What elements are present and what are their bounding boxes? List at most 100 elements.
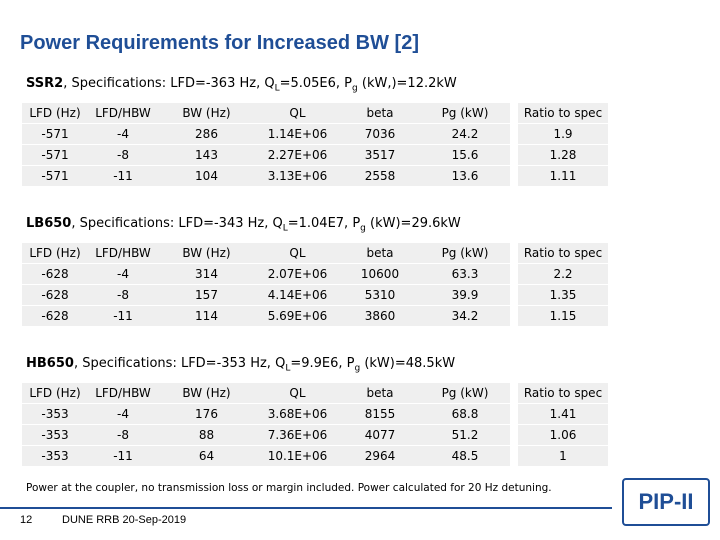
header-cell: beta: [340, 243, 420, 263]
table-cell: 3517: [340, 145, 420, 165]
table-cell: 1.15: [510, 306, 608, 326]
table-cell: 104: [158, 166, 255, 186]
table-cell: -571: [22, 166, 88, 186]
table-cell: -628: [22, 285, 88, 305]
header-cell: Pg (kW): [420, 383, 510, 403]
heading-text: =1.04E7, P: [287, 216, 361, 231]
table-cell: 3.68E+06: [255, 404, 340, 424]
table-cell: 64: [158, 446, 255, 466]
header-cell: LFD/HBW: [88, 103, 158, 123]
subscript: L: [282, 223, 288, 234]
table-cell: 7036: [340, 124, 420, 144]
header-cell: LFD (Hz): [22, 243, 88, 263]
section-heading: SSR2, Specifications: LFD=-363 Hz, QL=5.…: [26, 76, 457, 94]
section-heading: HB650, Specifications: LFD=-353 Hz, QL=9…: [26, 356, 455, 374]
subscript: g: [354, 363, 361, 374]
header-cell: Ratio to spec: [510, 383, 608, 403]
header-cell: Pg (kW): [420, 243, 510, 263]
header-cell: LFD (Hz): [22, 383, 88, 403]
header-row: LFD (Hz) LFD/HBW BW (Hz) QL beta Pg (kW) Ratio…: [22, 103, 608, 123]
table-cell: -571: [22, 124, 88, 144]
section-name: HB650: [26, 356, 74, 371]
table-row: -628 -8 157 4.14E+06 5310 39.9 1.35: [22, 285, 608, 305]
slide-title: Power Requirements for Increased BW [2]: [20, 32, 419, 54]
table-cell: 13.6: [420, 166, 510, 186]
heading-text: , Specifications: LFD=-353 Hz, Q: [73, 356, 286, 371]
table-cell: 5.69E+06: [255, 306, 340, 326]
table-cell: 2964: [340, 446, 420, 466]
page-number: 12: [20, 514, 33, 526]
table-cell: -8: [88, 145, 158, 165]
table-row: -571 -11 104 3.13E+06 2558 13.6 1.11: [22, 166, 608, 186]
data-table: LFD (Hz) LFD/HBW BW (Hz) QL beta Pg (kW) Ratio…: [22, 382, 608, 467]
table-cell: 1.28: [510, 145, 608, 165]
header-cell: Ratio to spec: [510, 103, 608, 123]
table-cell: 176: [158, 404, 255, 424]
section-name: LB650: [26, 216, 72, 231]
table-cell: 68.8: [420, 404, 510, 424]
header-cell: Ratio to spec: [510, 243, 608, 263]
heading-text: (kW)=29.6kW: [365, 216, 461, 231]
table-cell: 51.2: [420, 425, 510, 445]
table-row: -571 -4 286 1.14E+06 7036 24.2 1.9: [22, 124, 608, 144]
table-cell: -8: [88, 285, 158, 305]
header-cell: QL: [255, 243, 340, 263]
table-cell: 286: [158, 124, 255, 144]
table-row: -353 -11 64 10.1E+06 2964 48.5 1: [22, 446, 608, 466]
table-cell: 3860: [340, 306, 420, 326]
table-cell: -4: [88, 124, 158, 144]
table-cell: 88: [158, 425, 255, 445]
table-row: -353 -4 176 3.68E+06 8155 68.8 1.41: [22, 404, 608, 424]
table-cell: 114: [158, 306, 255, 326]
table-cell: 157: [158, 285, 255, 305]
table-cell: 143: [158, 145, 255, 165]
table-cell: 4077: [340, 425, 420, 445]
table-cell: 2.07E+06: [255, 264, 340, 284]
table-cell: 314: [158, 264, 255, 284]
header-cell: LFD/HBW: [88, 383, 158, 403]
subscript: L: [285, 363, 291, 374]
table-cell: 1.41: [510, 404, 608, 424]
table-cell: 48.5: [420, 446, 510, 466]
table-cell: 63.3: [420, 264, 510, 284]
table-row: -628 -4 314 2.07E+06 10600 63.3 2.2: [22, 264, 608, 284]
table-cell: 1: [510, 446, 608, 466]
section-heading: LB650, Specifications: LFD=-343 Hz, QL=1…: [26, 216, 461, 234]
heading-text: =9.9E6, P: [290, 356, 355, 371]
header-cell: BW (Hz): [158, 383, 255, 403]
table-cell: 1.9: [510, 124, 608, 144]
table-cell: 2.27E+06: [255, 145, 340, 165]
header-cell: Pg (kW): [420, 103, 510, 123]
table-cell: -353: [22, 404, 88, 424]
table-cell: -4: [88, 404, 158, 424]
header-cell: beta: [340, 383, 420, 403]
footer-text: DUNE RRB 20-Sep-2019: [62, 514, 187, 526]
data-table: LFD (Hz) LFD/HBW BW (Hz) QL beta Pg (kW) Ratio…: [22, 242, 608, 327]
heading-text: (kW,)=12.2kW: [357, 76, 457, 91]
footer-rule: [0, 507, 612, 509]
heading-text: =5.05E6, P: [279, 76, 353, 91]
table-cell: 3.13E+06: [255, 166, 340, 186]
header-cell: BW (Hz): [158, 243, 255, 263]
header-cell: beta: [340, 103, 420, 123]
table-cell: -628: [22, 264, 88, 284]
table-cell: -11: [88, 446, 158, 466]
subscript: g: [360, 223, 366, 234]
logo: PIP-II: [622, 478, 710, 526]
table-cell: 1.11: [510, 166, 608, 186]
table-cell: -571: [22, 145, 88, 165]
header-cell: QL: [255, 383, 340, 403]
table-cell: 24.2: [420, 124, 510, 144]
table-cell: 4.14E+06: [255, 285, 340, 305]
table-cell: 2.2: [510, 264, 608, 284]
table-cell: 10.1E+06: [255, 446, 340, 466]
table-cell: 2558: [340, 166, 420, 186]
table-cell: -353: [22, 446, 88, 466]
header-cell: QL: [255, 103, 340, 123]
table-row: -571 -8 143 2.27E+06 3517 15.6 1.28: [22, 145, 608, 165]
table-cell: -4: [88, 264, 158, 284]
table-cell: 39.9: [420, 285, 510, 305]
heading-text: , Specifications: LFD=-363 Hz, Q: [63, 76, 275, 91]
heading-text: , Specifications: LFD=-343 Hz, Q: [71, 216, 283, 231]
table-cell: 1.06: [510, 425, 608, 445]
